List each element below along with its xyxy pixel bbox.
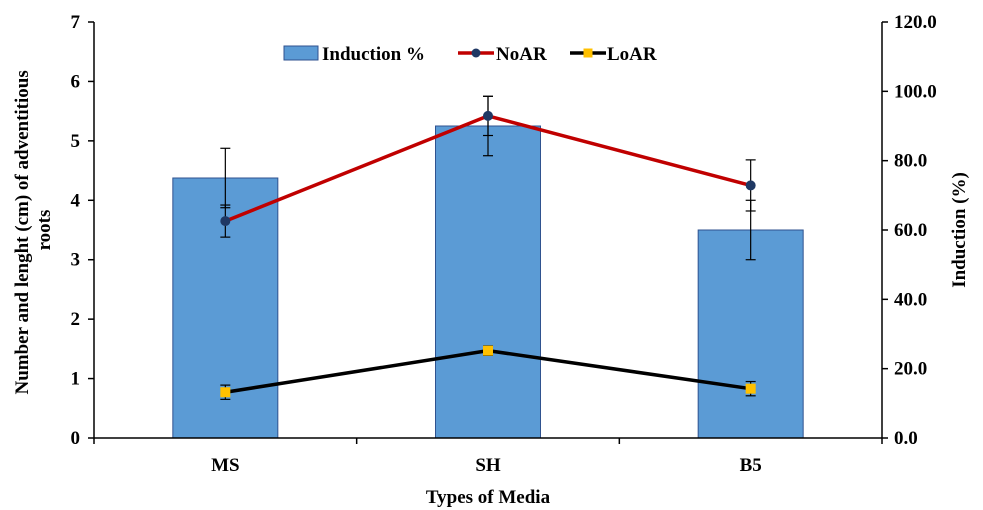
left-y-axis-title-line-1: Number and lenght (cm) of adventitious bbox=[12, 70, 33, 394]
right-tick-label-6: 120.0 bbox=[894, 12, 937, 33]
point-loar-b5 bbox=[745, 383, 756, 394]
x-tick-label-sh: SH bbox=[475, 455, 501, 476]
left-tick-label-0: 0 bbox=[71, 428, 81, 449]
bar-sh bbox=[435, 125, 541, 439]
bar-b5 bbox=[697, 229, 804, 439]
left-tick-label-3: 3 bbox=[71, 250, 81, 271]
left-tick-label-5: 5 bbox=[71, 131, 81, 152]
right-tick-label-3: 60.0 bbox=[894, 220, 927, 241]
left-tick-label-1: 1 bbox=[71, 369, 81, 390]
right-tick-label-0: 0.0 bbox=[894, 428, 918, 449]
left-tick-label-2: 2 bbox=[71, 309, 81, 330]
point-loar-ms bbox=[220, 387, 231, 398]
right-y-axis-title: Induction (%) bbox=[949, 172, 970, 288]
legend-swatch-induction bbox=[283, 45, 319, 61]
legend: Induction % NoAR LoAR bbox=[283, 44, 657, 65]
legend-marker-loar bbox=[583, 48, 593, 58]
point-noar-ms bbox=[220, 216, 231, 227]
right-tick-label-5: 100.0 bbox=[894, 81, 937, 102]
left-y-axis-title: Number and lenght (cm) of adventitious r… bbox=[12, 66, 55, 395]
point-noar-b5 bbox=[745, 180, 756, 191]
left-tick-label-6: 6 bbox=[71, 71, 81, 92]
x-axis-title: Types of Media bbox=[426, 487, 551, 508]
point-noar-sh bbox=[483, 110, 493, 121]
x-tick-label-ms: MS bbox=[211, 455, 240, 476]
ticks-layer: 0 1 2 3 4 5 6 7 0.0 20.0 40.0 60.0 80.0 100.0 120.0 MS S… bbox=[71, 12, 937, 476]
legend-label-noar: NoAR bbox=[496, 44, 547, 65]
legend-label-induction: Induction % bbox=[322, 44, 425, 65]
left-y-axis-title-line-2: roots bbox=[34, 210, 55, 251]
legend-marker-noar bbox=[471, 48, 481, 58]
legend-label-loar: LoAR bbox=[607, 44, 657, 65]
x-tick-label-b5: B5 bbox=[740, 455, 762, 476]
right-tick-label-4: 80.0 bbox=[894, 151, 927, 172]
left-tick-label-7: 7 bbox=[71, 12, 81, 33]
right-tick-label-1: 20.0 bbox=[894, 359, 927, 380]
lines-layer bbox=[220, 95, 756, 400]
left-tick-label-4: 4 bbox=[71, 190, 81, 211]
right-tick-label-2: 40.0 bbox=[894, 289, 927, 310]
point-loar-sh bbox=[483, 345, 493, 356]
